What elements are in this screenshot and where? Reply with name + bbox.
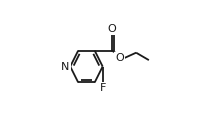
Text: F: F xyxy=(99,83,106,93)
Text: N: N xyxy=(61,62,70,71)
Text: O: O xyxy=(115,53,124,63)
Text: O: O xyxy=(107,24,116,34)
